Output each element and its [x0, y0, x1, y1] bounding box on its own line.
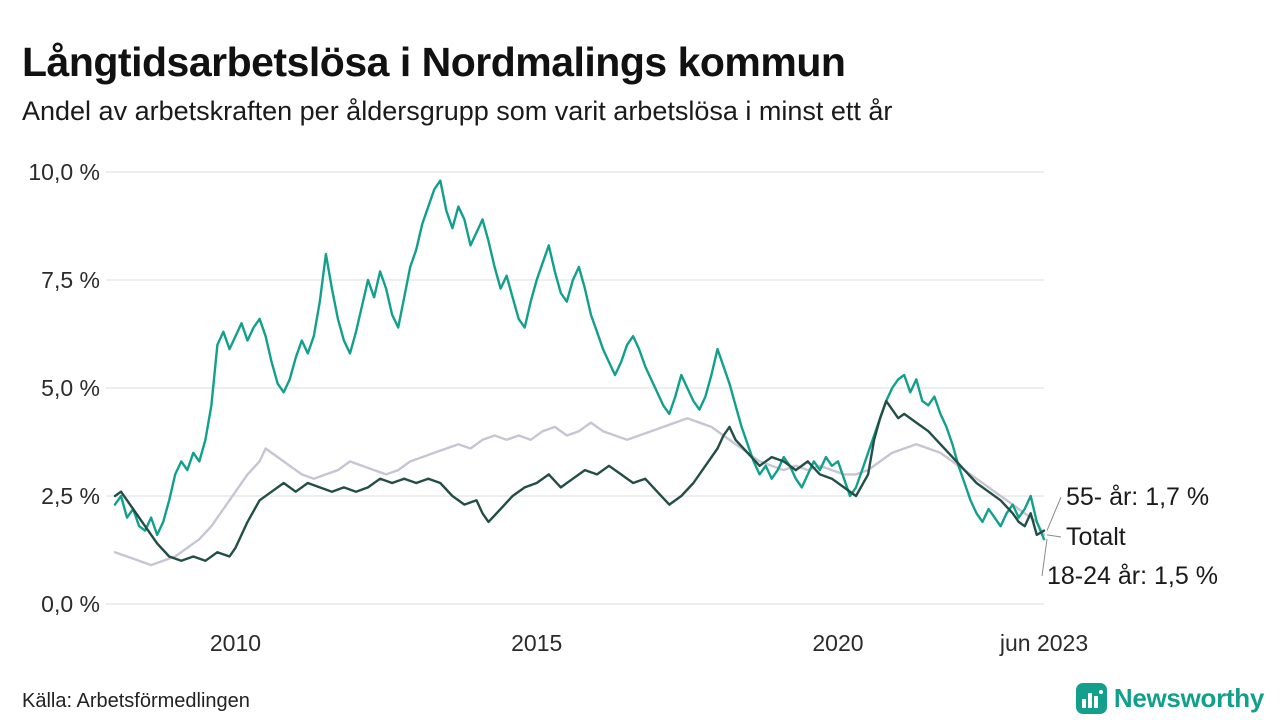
y-tick-label: 0,0 % [41, 591, 100, 617]
series-line-18-24 år [113, 179, 1046, 541]
y-tick-label: 10,0 % [28, 159, 100, 185]
annotation-leader-line [1041, 539, 1048, 577]
series-end-label: 55- år: 1,7 % [1066, 483, 1210, 511]
source-note: Källa: Arbetsförmedlingen [22, 690, 250, 712]
y-tick-label: 7,5 % [41, 267, 100, 293]
y-tick-label: 5,0 % [41, 375, 100, 401]
x-tick-label: 2010 [209, 630, 262, 656]
x-tick-label: 2020 [812, 630, 864, 656]
newsworthy-logo: Newsworthy [1075, 683, 1264, 714]
annotation-leader-line [1046, 534, 1062, 538]
x-tick-label: 2015 [511, 630, 563, 656]
y-tick-label: 2,5 % [41, 483, 100, 509]
series-end-label: Totalt [1066, 523, 1126, 551]
series-line-55- år [113, 399, 1046, 562]
bar-chart-logo-icon [1075, 683, 1107, 714]
page-title: Långtidsarbetslösa i Nordmalings kommun [22, 39, 846, 86]
annotation-leader-line [1046, 496, 1062, 531]
x-tick-label: jun 2023 [999, 630, 1089, 656]
series-line-Totalt [113, 417, 1046, 567]
newsworthy-wordmark: Newsworthy [1113, 683, 1264, 713]
series-end-label: 18-24 år: 1,5 % [1047, 562, 1218, 590]
page-subtitle: Andel av arbetskraften per åldersgrupp s… [22, 96, 893, 126]
